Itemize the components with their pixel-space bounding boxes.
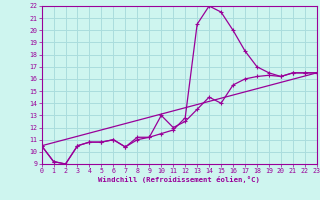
- X-axis label: Windchill (Refroidissement éolien,°C): Windchill (Refroidissement éolien,°C): [98, 176, 260, 183]
